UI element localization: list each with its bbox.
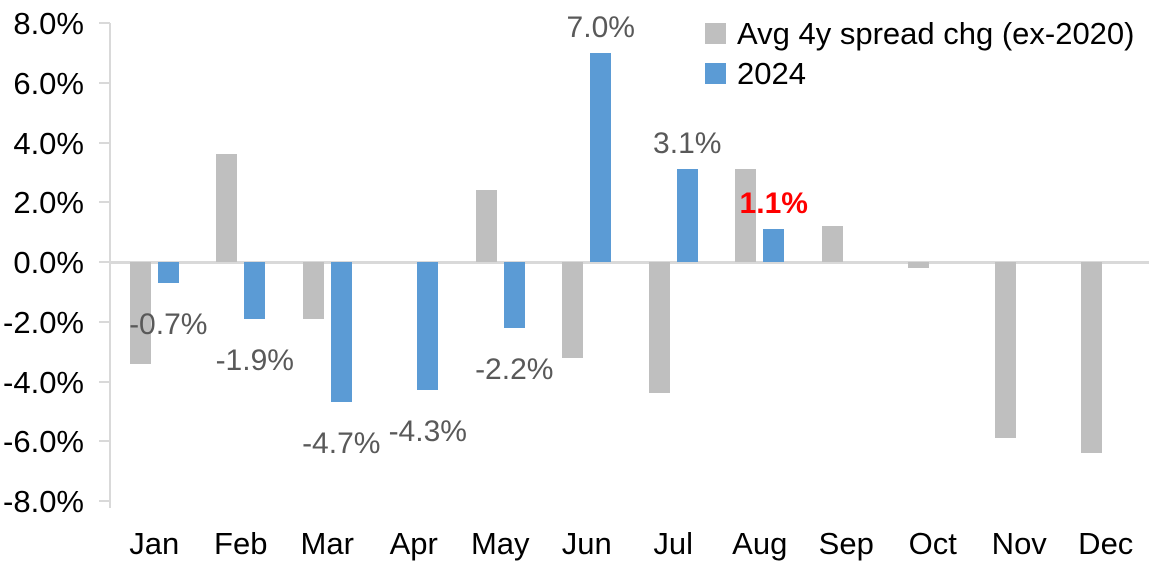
- bar-2024-aug: [763, 229, 785, 262]
- data-label-jul: 3.1%: [653, 127, 722, 161]
- data-label-may: -2.2%: [475, 352, 554, 386]
- y-axis-tick-label: -8.0%: [3, 484, 84, 519]
- bar-2024-may: [503, 262, 525, 328]
- bar-avg-oct: [908, 262, 930, 268]
- y-axis-tick-label: -6.0%: [3, 424, 84, 460]
- bar-avg-sep: [821, 226, 843, 262]
- y-axis-tick-label: 4.0%: [13, 125, 84, 161]
- y-axis-tick-mark: [99, 320, 110, 323]
- bar-avg-may: [475, 190, 497, 262]
- y-axis-tick-mark: [99, 201, 110, 204]
- data-label-jan: -0.7%: [129, 307, 208, 341]
- bar-avg-feb: [216, 154, 238, 262]
- y-axis-tick-mark: [99, 261, 110, 263]
- x-axis-label-jul: Jul: [653, 526, 694, 561]
- x-axis-label-apr: Apr: [389, 526, 438, 561]
- y-axis-tick-mark: [99, 380, 110, 383]
- y-axis-tick-label: -2.0%: [3, 304, 84, 340]
- x-axis-label-sep: Sep: [818, 526, 874, 561]
- y-axis-tick-mark: [99, 500, 110, 502]
- y-axis-tick-label: -4.0%: [3, 364, 84, 400]
- bar-avg-aug: [735, 169, 757, 262]
- legend-item-avg-4y-spread: Avg 4y spread chg (ex-2020): [705, 13, 1135, 53]
- x-axis-label-nov: Nov: [991, 526, 1047, 561]
- data-label-mar: -4.7%: [302, 427, 381, 461]
- bar-avg-nov: [994, 262, 1016, 439]
- bar-2024-apr: [417, 262, 439, 391]
- x-axis-label-feb: Feb: [214, 526, 268, 561]
- y-axis-tick-label: 8.0%: [13, 6, 84, 41]
- x-axis-label-jun: Jun: [561, 526, 612, 561]
- legend: Avg 4y spread chg (ex-2020) 2024: [705, 13, 1135, 93]
- y-axis-tick-label: 0.0%: [13, 245, 84, 280]
- bar-avg-dec: [1081, 262, 1103, 454]
- bar-avg-jul: [648, 262, 670, 394]
- legend-label-2024: 2024: [737, 55, 806, 91]
- bar-2024-jul: [676, 169, 698, 262]
- y-axis-tick-label: 2.0%: [13, 185, 84, 221]
- zero-baseline: [111, 260, 1149, 264]
- x-axis-label-may: May: [470, 526, 530, 561]
- y-axis-tick-mark: [99, 440, 110, 443]
- y-axis-tick-mark: [99, 22, 110, 24]
- data-label-aug: 1.1%: [739, 187, 808, 221]
- bar-2024-jan: [157, 262, 179, 283]
- x-axis-label-oct: Oct: [908, 526, 957, 561]
- x-axis-label-mar: Mar: [300, 526, 354, 561]
- legend-label-avg-4y-spread: Avg 4y spread chg (ex-2020): [737, 15, 1135, 51]
- data-label-jun: 7.0%: [566, 10, 635, 44]
- y-axis-tick-mark: [99, 141, 110, 144]
- data-label-feb: -1.9%: [215, 343, 294, 377]
- legend-item-2024: 2024: [705, 53, 1135, 93]
- x-axis-label-aug: Aug: [732, 526, 788, 561]
- bar-avg-mar: [302, 262, 324, 319]
- bar-2024-mar: [330, 262, 352, 403]
- bar-2024-jun: [590, 52, 612, 262]
- x-axis-label-dec: Dec: [1078, 526, 1134, 561]
- y-axis-tick-mark: [99, 81, 110, 84]
- legend-swatch-gray: [705, 22, 726, 44]
- bar-2024-feb: [244, 262, 266, 319]
- data-label-apr: -4.3%: [388, 415, 467, 449]
- y-axis-line: [109, 23, 111, 508]
- y-axis-tick-label: 6.0%: [13, 65, 84, 101]
- bar-avg-jun: [562, 262, 584, 358]
- bar-avg-jan: [129, 262, 151, 364]
- x-axis-label-jan: Jan: [129, 526, 180, 561]
- legend-swatch-blue: [705, 62, 726, 84]
